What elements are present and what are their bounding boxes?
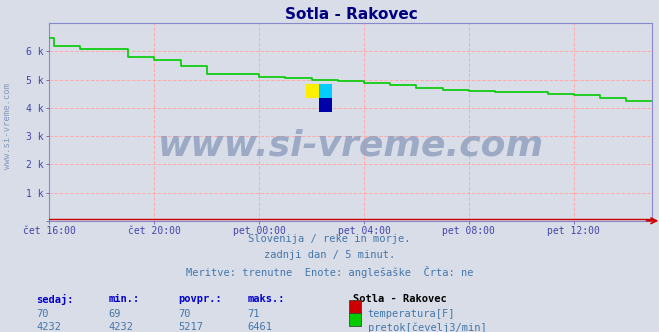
Text: 6461: 6461 [247,322,272,332]
Text: 5217: 5217 [178,322,203,332]
Text: www.si-vreme.com: www.si-vreme.com [158,129,544,163]
Text: 70: 70 [178,309,190,319]
Text: 69: 69 [109,309,121,319]
Text: 71: 71 [247,309,260,319]
Title: Sotla - Rakovec: Sotla - Rakovec [285,7,417,22]
Text: povpr.:: povpr.: [178,294,221,304]
Text: zadnji dan / 5 minut.: zadnji dan / 5 minut. [264,250,395,260]
Text: 4232: 4232 [36,322,61,332]
Text: pretok[čevelj3/min]: pretok[čevelj3/min] [368,322,486,332]
Text: 70: 70 [36,309,49,319]
Text: maks.:: maks.: [247,294,285,304]
Text: temperatura[F]: temperatura[F] [368,309,455,319]
Text: min.:: min.: [109,294,140,304]
Text: www.si-vreme.com: www.si-vreme.com [3,83,13,169]
Bar [319,84,332,98]
Text: Meritve: trenutne  Enote: anglešaške  Črta: ne: Meritve: trenutne Enote: anglešaške Črta… [186,266,473,278]
Text: 4232: 4232 [109,322,134,332]
Text: Sotla - Rakovec: Sotla - Rakovec [353,294,446,304]
Bar [306,84,319,98]
Text: Slovenija / reke in morje.: Slovenija / reke in morje. [248,234,411,244]
Bar [319,98,332,112]
Text: sedaj:: sedaj: [36,294,74,305]
